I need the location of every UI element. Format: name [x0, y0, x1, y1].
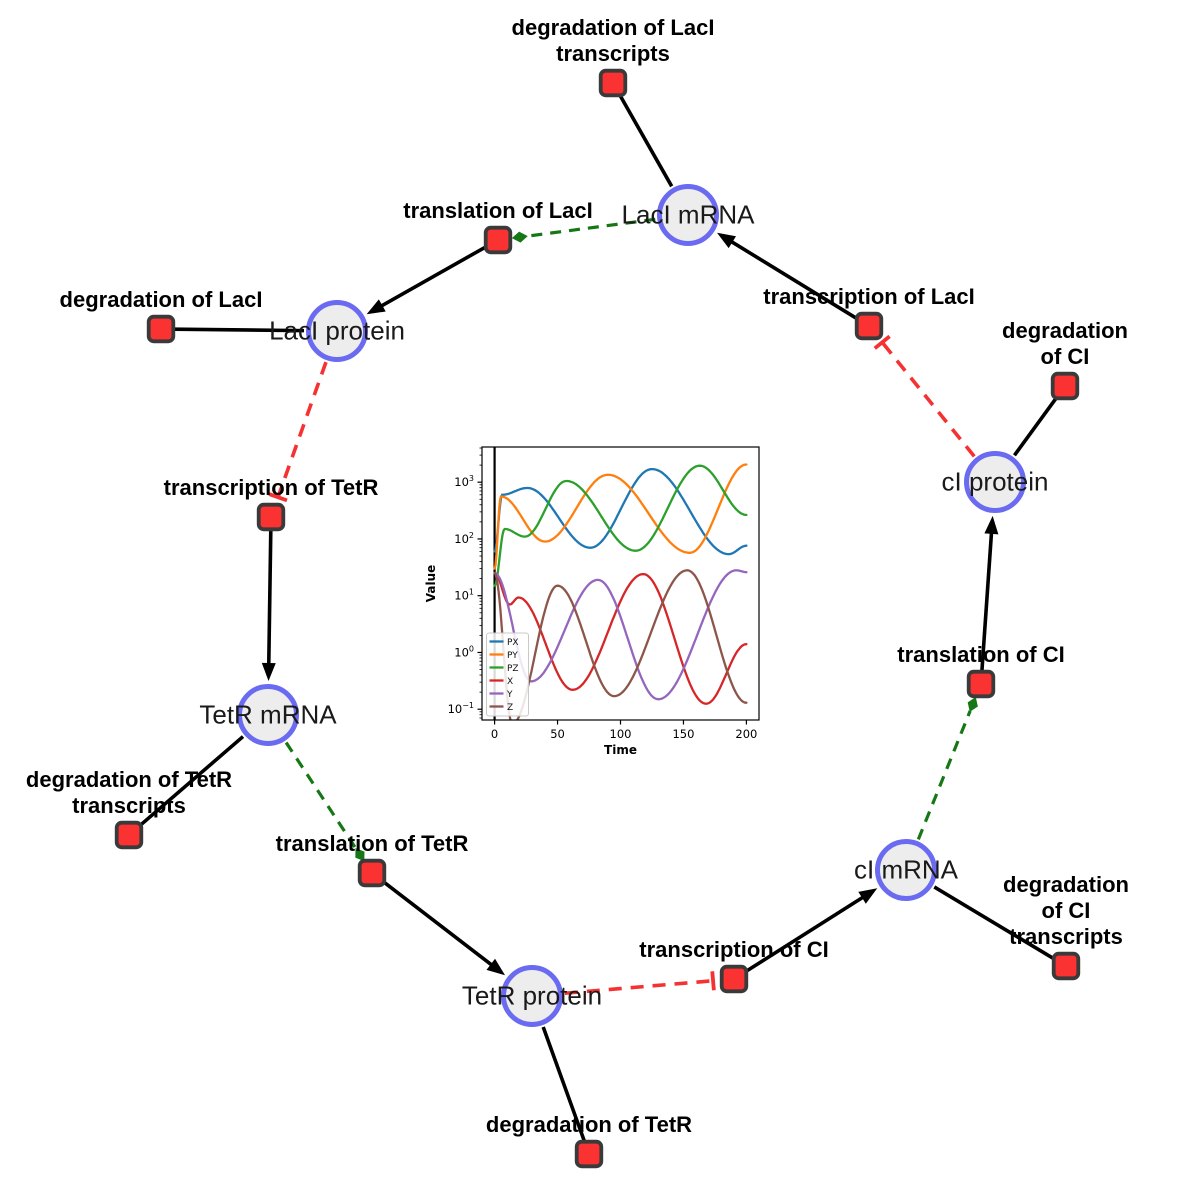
svg-text:103: 103	[454, 474, 474, 489]
nodes-layer	[114, 68, 1081, 1169]
species-node-ci-protein[interactable]	[964, 451, 1026, 513]
svg-text:X: X	[507, 677, 513, 687]
svg-text:150: 150	[672, 727, 694, 741]
svg-text:100: 100	[454, 644, 474, 659]
edge-line-deg-laci-laci-protein	[174, 327, 305, 333]
reaction-node-transcr-tetr[interactable]	[256, 502, 286, 532]
edge-arrow-transl-laci-laci-protein	[366, 245, 488, 315]
edge-arrow-transcr-laci-laci-mrna	[716, 232, 859, 321]
edge-inhibition-tetr-protein-transcr-ci	[564, 971, 716, 996]
svg-text:Z: Z	[507, 703, 513, 713]
reaction-node-deg-laci[interactable]	[146, 314, 176, 344]
species-node-ci-mrna[interactable]	[875, 839, 937, 901]
species-node-laci-protein[interactable]	[306, 300, 368, 362]
svg-text:PY: PY	[507, 651, 518, 661]
reaction-node-transl-tetr[interactable]	[357, 858, 387, 888]
reaction-node-transl-laci[interactable]	[483, 225, 513, 255]
plot-series-PZ	[493, 464, 748, 587]
edge-arrow-transl-tetr-tetr-protein	[381, 879, 506, 976]
edge-modifier-laci-mrna-transl-laci	[511, 217, 656, 243]
edge-inhibition-laci-protein-transcr-tetr	[268, 361, 328, 503]
reaction-node-deg-ci-tx[interactable]	[1051, 951, 1081, 981]
plot-ylabel: Value	[424, 565, 438, 603]
plot-series-X	[493, 571, 748, 705]
plot-xlabel: Time	[604, 743, 637, 757]
edge-modifier-ci-mrna-transl-ci	[916, 696, 978, 840]
reaction-node-transcr-ci[interactable]	[719, 964, 749, 994]
edge-line-tetr-protein-deg-tetr	[541, 1026, 587, 1142]
reaction-node-transl-ci[interactable]	[966, 669, 996, 699]
reaction-node-transcr-laci[interactable]	[854, 311, 884, 341]
edge-arrow-transcr-ci-ci-mrna	[744, 888, 878, 974]
reaction-node-deg-tetr-tx[interactable]	[114, 820, 144, 850]
edges-layer	[138, 93, 1059, 1142]
edge-line-deg-laci-tx-laci-mrna	[618, 93, 674, 188]
species-node-tetr-protein[interactable]	[501, 965, 563, 1027]
svg-text:10−1: 10−1	[448, 701, 474, 716]
svg-text:PX: PX	[507, 638, 519, 648]
svg-text:PZ: PZ	[507, 664, 519, 674]
plot-series-PY	[493, 463, 748, 570]
reaction-node-deg-tetr[interactable]	[574, 1139, 604, 1169]
species-node-tetr-mrna[interactable]	[237, 684, 299, 746]
svg-text:102: 102	[454, 531, 474, 546]
edge-inhibition-ci-protein-transcr-laci	[873, 334, 976, 458]
plot-y-ticks: 10−1 100 101 102 103	[448, 447, 482, 719]
svg-text:101: 101	[454, 588, 474, 603]
svg-text:200: 200	[735, 727, 757, 741]
plot-series-PX	[493, 467, 748, 556]
reaction-node-deg-ci[interactable]	[1050, 371, 1080, 401]
edge-arrow-transcr-tetr-tetr-mrna	[261, 530, 276, 682]
species-node-laci-mrna[interactable]	[657, 184, 719, 246]
svg-text:Y: Y	[506, 690, 513, 700]
svg-text:50: 50	[550, 727, 565, 741]
edge-line-tetr-mrna-deg-tetr-tx	[138, 735, 245, 828]
plot-series-Y	[493, 569, 748, 701]
svg-text:100: 100	[610, 727, 632, 741]
plot-x-ticks: 0 50 100 150 200	[491, 720, 757, 741]
edge-line-ci-protein-deg-ci	[1012, 395, 1059, 457]
edge-modifier-tetr-mrna-transl-tetr	[284, 741, 365, 862]
edge-line-ci-mrna-deg-ci-tx	[933, 885, 1056, 961]
svg-text:0: 0	[491, 727, 498, 741]
plot-series-Z	[493, 569, 748, 720]
reaction-node-deg-laci-tx[interactable]	[598, 68, 628, 98]
plot-legend: PX PY PZ XYZ	[486, 632, 529, 717]
edge-arrow-transl-ci-ci-protein	[980, 515, 999, 671]
